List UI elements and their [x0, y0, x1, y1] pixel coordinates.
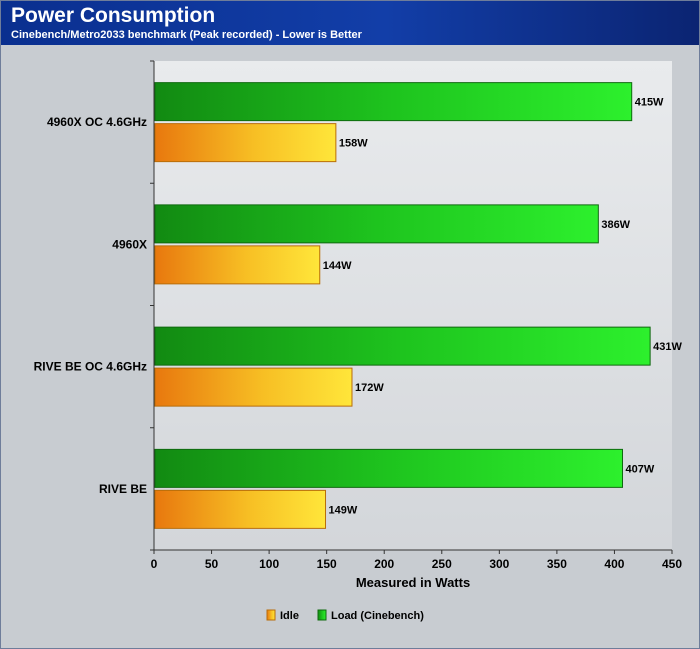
category-label: 4960X OC 4.6GHz	[47, 115, 147, 129]
value-label-load: 407W	[626, 463, 655, 475]
x-tick-label: 450	[662, 557, 682, 571]
x-tick-label: 0	[151, 557, 158, 571]
chart-subtitle: Cinebench/Metro2033 benchmark (Peak reco…	[11, 29, 362, 41]
x-tick-label: 400	[604, 557, 624, 571]
bar-load	[154, 82, 633, 122]
bar-load	[154, 204, 599, 244]
x-tick-label: 250	[432, 557, 452, 571]
legend-swatch-idle	[266, 609, 276, 621]
x-tick-label: 100	[259, 557, 279, 571]
x-tick-label: 150	[317, 557, 337, 571]
legend-label-idle: Idle	[280, 610, 299, 622]
x-tick-label: 300	[489, 557, 509, 571]
category-label: 4960X	[112, 237, 147, 251]
value-label-load: 386W	[601, 219, 630, 231]
bar-idle	[154, 367, 353, 407]
chart-header: Power Consumption Cinebench/Metro2033 be…	[1, 1, 699, 45]
x-tick-label: 200	[374, 557, 394, 571]
bar-load	[154, 326, 651, 366]
bar-idle	[154, 245, 321, 285]
legend-label-load: Load (Cinebench)	[331, 610, 424, 622]
value-labels-group: 415W 158W 386W 144W 431W 172W 407W 149W	[323, 97, 683, 517]
value-label-idle: 158W	[339, 138, 368, 150]
bars-group	[154, 82, 651, 529]
x-tick-label: 350	[547, 557, 567, 571]
value-label-idle: 172W	[355, 382, 384, 394]
chart-title: Power Consumption	[11, 4, 216, 27]
category-label: RIVE BE	[99, 482, 147, 496]
category-label: RIVE BE OC 4.6GHz	[34, 360, 147, 374]
legend: Idle Load (Cinebench)	[266, 609, 424, 622]
x-ticks-group: 0 50 100 150 200 250 300 350 400 450	[150, 60, 682, 571]
value-label-load: 415W	[635, 97, 664, 109]
bar-idle	[154, 489, 327, 529]
category-labels-group: 4960X OC 4.6GHz 4960X RIVE BE OC 4.6GHz RIV…	[34, 115, 147, 496]
bar-idle	[154, 123, 337, 163]
value-label-load: 431W	[653, 341, 682, 353]
bar-load	[154, 448, 624, 488]
value-label-idle: 149W	[329, 504, 358, 516]
legend-swatch-load	[317, 609, 327, 621]
x-axis-label: Measured in Watts	[356, 575, 470, 590]
x-tick-label: 50	[205, 557, 219, 571]
value-label-idle: 144W	[323, 260, 352, 272]
